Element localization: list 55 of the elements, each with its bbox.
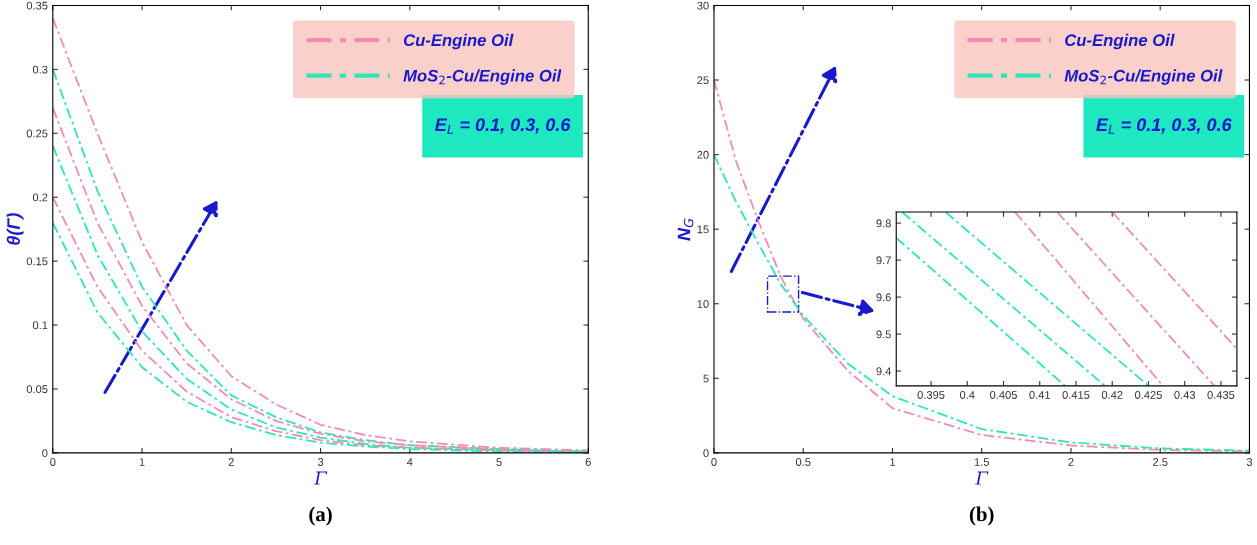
- x-tick-label: 3: [1246, 458, 1253, 466]
- y-tick-label: 9.8: [876, 219, 891, 228]
- y-tick-label: 0.25: [26, 129, 48, 138]
- y-tick-label: 30: [697, 1, 709, 10]
- y-tick-label: 9.4: [876, 367, 892, 376]
- y-tick-label: 9.6: [876, 293, 891, 302]
- x-tick-label: 0.425: [1135, 391, 1162, 399]
- x-tick-label: 1: [890, 458, 896, 466]
- legend-label: MoS$_{2}$-Cu/Engine Oil: [403, 69, 562, 85]
- x-tick-label: 1.5: [974, 458, 989, 466]
- text: (b): [969, 506, 994, 526]
- y-tick-label: 25: [697, 76, 709, 85]
- legend-label: Cu-Engine Oil: [1065, 33, 1175, 50]
- x-tick-label: 2.5: [1153, 458, 1168, 466]
- x-tick-label: 0.5: [795, 458, 811, 466]
- y-tick-label: 0: [42, 449, 48, 458]
- x-tick-label: 0.415: [1062, 391, 1090, 399]
- x-tick-label: 3: [317, 458, 324, 466]
- x-axis-title: Γ: [313, 471, 328, 485]
- annotation: E$_{L}$ = 0.1, 0.3, 0.6: [1096, 118, 1232, 134]
- y-tick-label: 0.2: [32, 193, 48, 202]
- y-tick-label: 9.5: [876, 330, 891, 339]
- y-tick-label: 15: [697, 225, 709, 234]
- legend-label: Cu-Engine Oil: [403, 33, 514, 50]
- y-tick-label: 9.7: [876, 256, 891, 265]
- annotation: E$_{L}$ = 0.1, 0.3, 0.6: [435, 118, 571, 134]
- x-tick-label: 0: [50, 458, 56, 466]
- y-tick-label: 20: [697, 150, 709, 159]
- x-tick-label: 1: [139, 458, 145, 466]
- y-tick-label: 0: [703, 449, 709, 458]
- x-tick-label: 0.41: [1029, 391, 1051, 399]
- x-tick-label: 0.405: [990, 391, 1017, 399]
- x-tick-label: 0.42: [1101, 391, 1123, 399]
- y-tick-label: 0.35: [26, 1, 48, 10]
- y-tick-label: 0.05: [26, 385, 48, 394]
- x-tick-label: 0.395: [917, 391, 945, 399]
- x-axis-title: Γ: [975, 471, 989, 485]
- x-tick-label: 0: [711, 458, 717, 466]
- x-tick-label: 0.4: [959, 391, 975, 399]
- y-axis-title: N$_{G}$: [677, 218, 694, 241]
- y-tick-label: 5: [703, 374, 709, 383]
- x-tick-label: 5: [496, 458, 502, 466]
- x-tick-label: 6: [585, 458, 591, 466]
- text: (a): [309, 506, 332, 526]
- y-axis-title: θ(Γ): [6, 213, 24, 245]
- x-tick-label: 4: [406, 458, 413, 466]
- legend-label: MoS$_{2}$-Cu/Engine Oil: [1064, 69, 1223, 85]
- x-tick-label: 2: [1068, 458, 1074, 466]
- y-tick-label: 0.3: [32, 65, 48, 74]
- y-tick-label: 0.15: [26, 257, 48, 266]
- y-tick-label: 0.1: [32, 321, 48, 330]
- x-tick-label: 2: [228, 458, 234, 466]
- y-tick-label: 10: [697, 300, 709, 308]
- x-tick-label: 0.43: [1174, 391, 1196, 399]
- x-tick-label: 0.435: [1207, 391, 1235, 399]
